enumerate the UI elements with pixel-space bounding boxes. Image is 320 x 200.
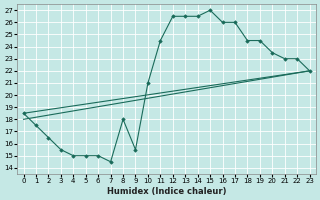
- X-axis label: Humidex (Indice chaleur): Humidex (Indice chaleur): [107, 187, 226, 196]
